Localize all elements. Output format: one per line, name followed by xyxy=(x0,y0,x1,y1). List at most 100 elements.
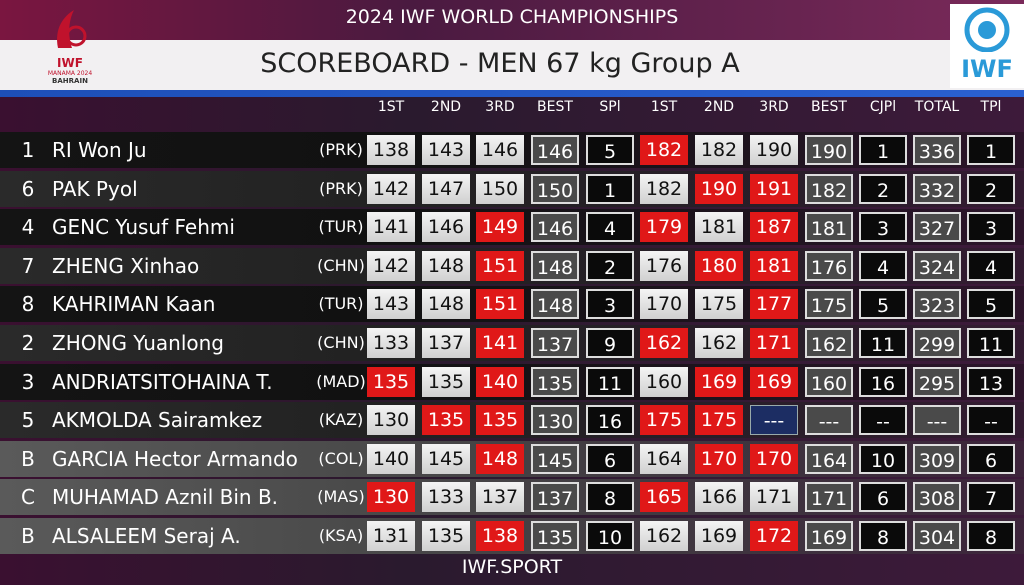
athlete-name: GENC Yusuf Fehmi xyxy=(52,215,235,240)
score-cell: 4 xyxy=(967,250,1015,281)
score-cell: 162 xyxy=(695,328,743,358)
score-cell: 135 xyxy=(422,366,470,397)
score-cell: 142 xyxy=(367,173,415,204)
score-cell: 162 xyxy=(805,328,853,358)
score-cell: 11 xyxy=(967,328,1015,358)
score-cell: 3 xyxy=(967,212,1015,243)
lot-number: 4 xyxy=(21,215,35,240)
score-cell: 190 xyxy=(805,135,853,165)
score-cell: 182 xyxy=(695,135,743,165)
table-row: C MUHAMAD Aznil Bin B. (MAS) 130 133 137 137 8 1… xyxy=(0,479,1024,516)
score-cell: 5 xyxy=(859,289,907,320)
score-cell: 150 xyxy=(476,173,524,204)
score-cell: 177 xyxy=(750,289,798,320)
score-cell: 6 xyxy=(586,443,634,474)
score-cell: 147 xyxy=(422,173,470,204)
logo-text: BAHRAIN xyxy=(52,77,88,85)
column-header: 3RD xyxy=(759,99,789,115)
table-row: 2 ZHONG Yuanlong (CHN) 133 137 141 137 9 162 162 1… xyxy=(0,325,1024,361)
column-header: TOTAL xyxy=(914,99,960,115)
athlete-name: KAHRIMAN Kaan xyxy=(52,292,216,317)
score-cell: -- xyxy=(967,405,1015,436)
score-cell: 175 xyxy=(695,405,743,436)
score-cell: 135 xyxy=(531,521,579,551)
score-cell: 4 xyxy=(586,212,634,243)
score-cell: 143 xyxy=(422,135,470,165)
score-cell: 162 xyxy=(640,328,688,358)
score-cell: 145 xyxy=(422,443,470,474)
score-cell: 146 xyxy=(531,135,579,165)
score-cell: 6 xyxy=(859,482,907,513)
score-cell: 304 xyxy=(913,521,961,551)
score-cell: 3 xyxy=(859,212,907,243)
table-row: B ALSALEEM Seraj A. (KSA) 131 135 138 135 10 162… xyxy=(0,518,1024,554)
table-row: B GARCIA Hector Armando (COL) 140 145 148 145 6… xyxy=(0,440,1024,477)
lot-number: 2 xyxy=(21,331,35,355)
score-cell: 4 xyxy=(859,250,907,281)
score-cell: 148 xyxy=(476,443,524,474)
score-cell: 8 xyxy=(586,482,634,513)
score-cell: 137 xyxy=(422,328,470,358)
column-header: BEST xyxy=(811,99,847,115)
score-cell: 327 xyxy=(913,212,961,243)
score-cell: 135 xyxy=(422,521,470,551)
athlete-name: PAK Pyol xyxy=(52,176,138,201)
score-cell: 176 xyxy=(640,250,688,281)
score-cell: 9 xyxy=(586,328,634,358)
logo-text: IWF xyxy=(57,56,83,70)
table-row: 5 AKMOLDA Sairamkez (KAZ) 130 135 135 130 16 175… xyxy=(0,402,1024,439)
country-code: (COL) xyxy=(318,448,364,468)
score-cell: 170 xyxy=(640,289,688,320)
logo-text: MANAMA 2024 xyxy=(47,70,93,77)
score-cell: 164 xyxy=(640,443,688,474)
score-cell: 3 xyxy=(586,289,634,320)
score-cell: 299 xyxy=(913,328,961,358)
score-cell: 160 xyxy=(640,366,688,397)
logo-mark xyxy=(964,7,1010,53)
score-cell: 170 xyxy=(695,443,743,474)
footer: IWF.SPORT xyxy=(461,556,563,578)
score-cell: 165 xyxy=(640,482,688,513)
score-cell: 146 xyxy=(531,212,579,243)
score-cell: 11 xyxy=(586,366,634,397)
score-cell: 130 xyxy=(367,482,415,513)
title-band xyxy=(0,40,1024,90)
athlete-name: RI Won Ju xyxy=(52,138,147,162)
score-cell: 148 xyxy=(531,250,579,281)
column-header: CJPl xyxy=(869,99,897,115)
column-header: 2ND xyxy=(430,99,462,115)
score-cell: 166 xyxy=(695,482,743,513)
score-cell: 140 xyxy=(476,366,524,397)
score-cell: 169 xyxy=(695,366,743,397)
score-cell: 141 xyxy=(476,328,524,358)
table-row: 6 PAK Pyol (PRK) 142 147 150 150 1 182 190 191 182 2… xyxy=(0,170,1024,207)
score-cell: 143 xyxy=(367,289,415,320)
country-code: (TUR) xyxy=(318,217,364,237)
score-cell: 164 xyxy=(805,443,853,474)
score-cell: 182 xyxy=(640,173,688,204)
score-cell: 169 xyxy=(750,366,798,397)
score-cell: 176 xyxy=(805,250,853,281)
score-cell: 171 xyxy=(750,482,798,513)
score-cell: 332 xyxy=(913,173,961,204)
score-cell: --- xyxy=(913,405,961,436)
iwf-logo: IWF xyxy=(950,4,1024,88)
score-cell: 145 xyxy=(531,443,579,474)
lot-number: 5 xyxy=(21,408,35,433)
host-logo: IWF MANAMA 2024 BAHRAIN xyxy=(40,8,100,90)
athlete-name: ZHONG Yuanlong xyxy=(52,331,224,355)
score-cell: 171 xyxy=(750,328,798,358)
athlete-name: ALSALEEM Seraj A. xyxy=(52,524,241,548)
score-cell: 149 xyxy=(476,212,524,243)
score-cell: 10 xyxy=(586,521,634,551)
score-cell: 13 xyxy=(967,366,1015,397)
column-header: 1ST xyxy=(377,99,405,115)
score-cell: 181 xyxy=(695,212,743,243)
score-cell: 175 xyxy=(695,289,743,320)
score-cell: 182 xyxy=(805,173,853,204)
column-header: BEST xyxy=(537,99,573,115)
score-cell: 309 xyxy=(913,443,961,474)
score-cell: 5 xyxy=(586,135,634,165)
score-cell: 137 xyxy=(531,482,579,513)
score-cell: 295 xyxy=(913,366,961,397)
